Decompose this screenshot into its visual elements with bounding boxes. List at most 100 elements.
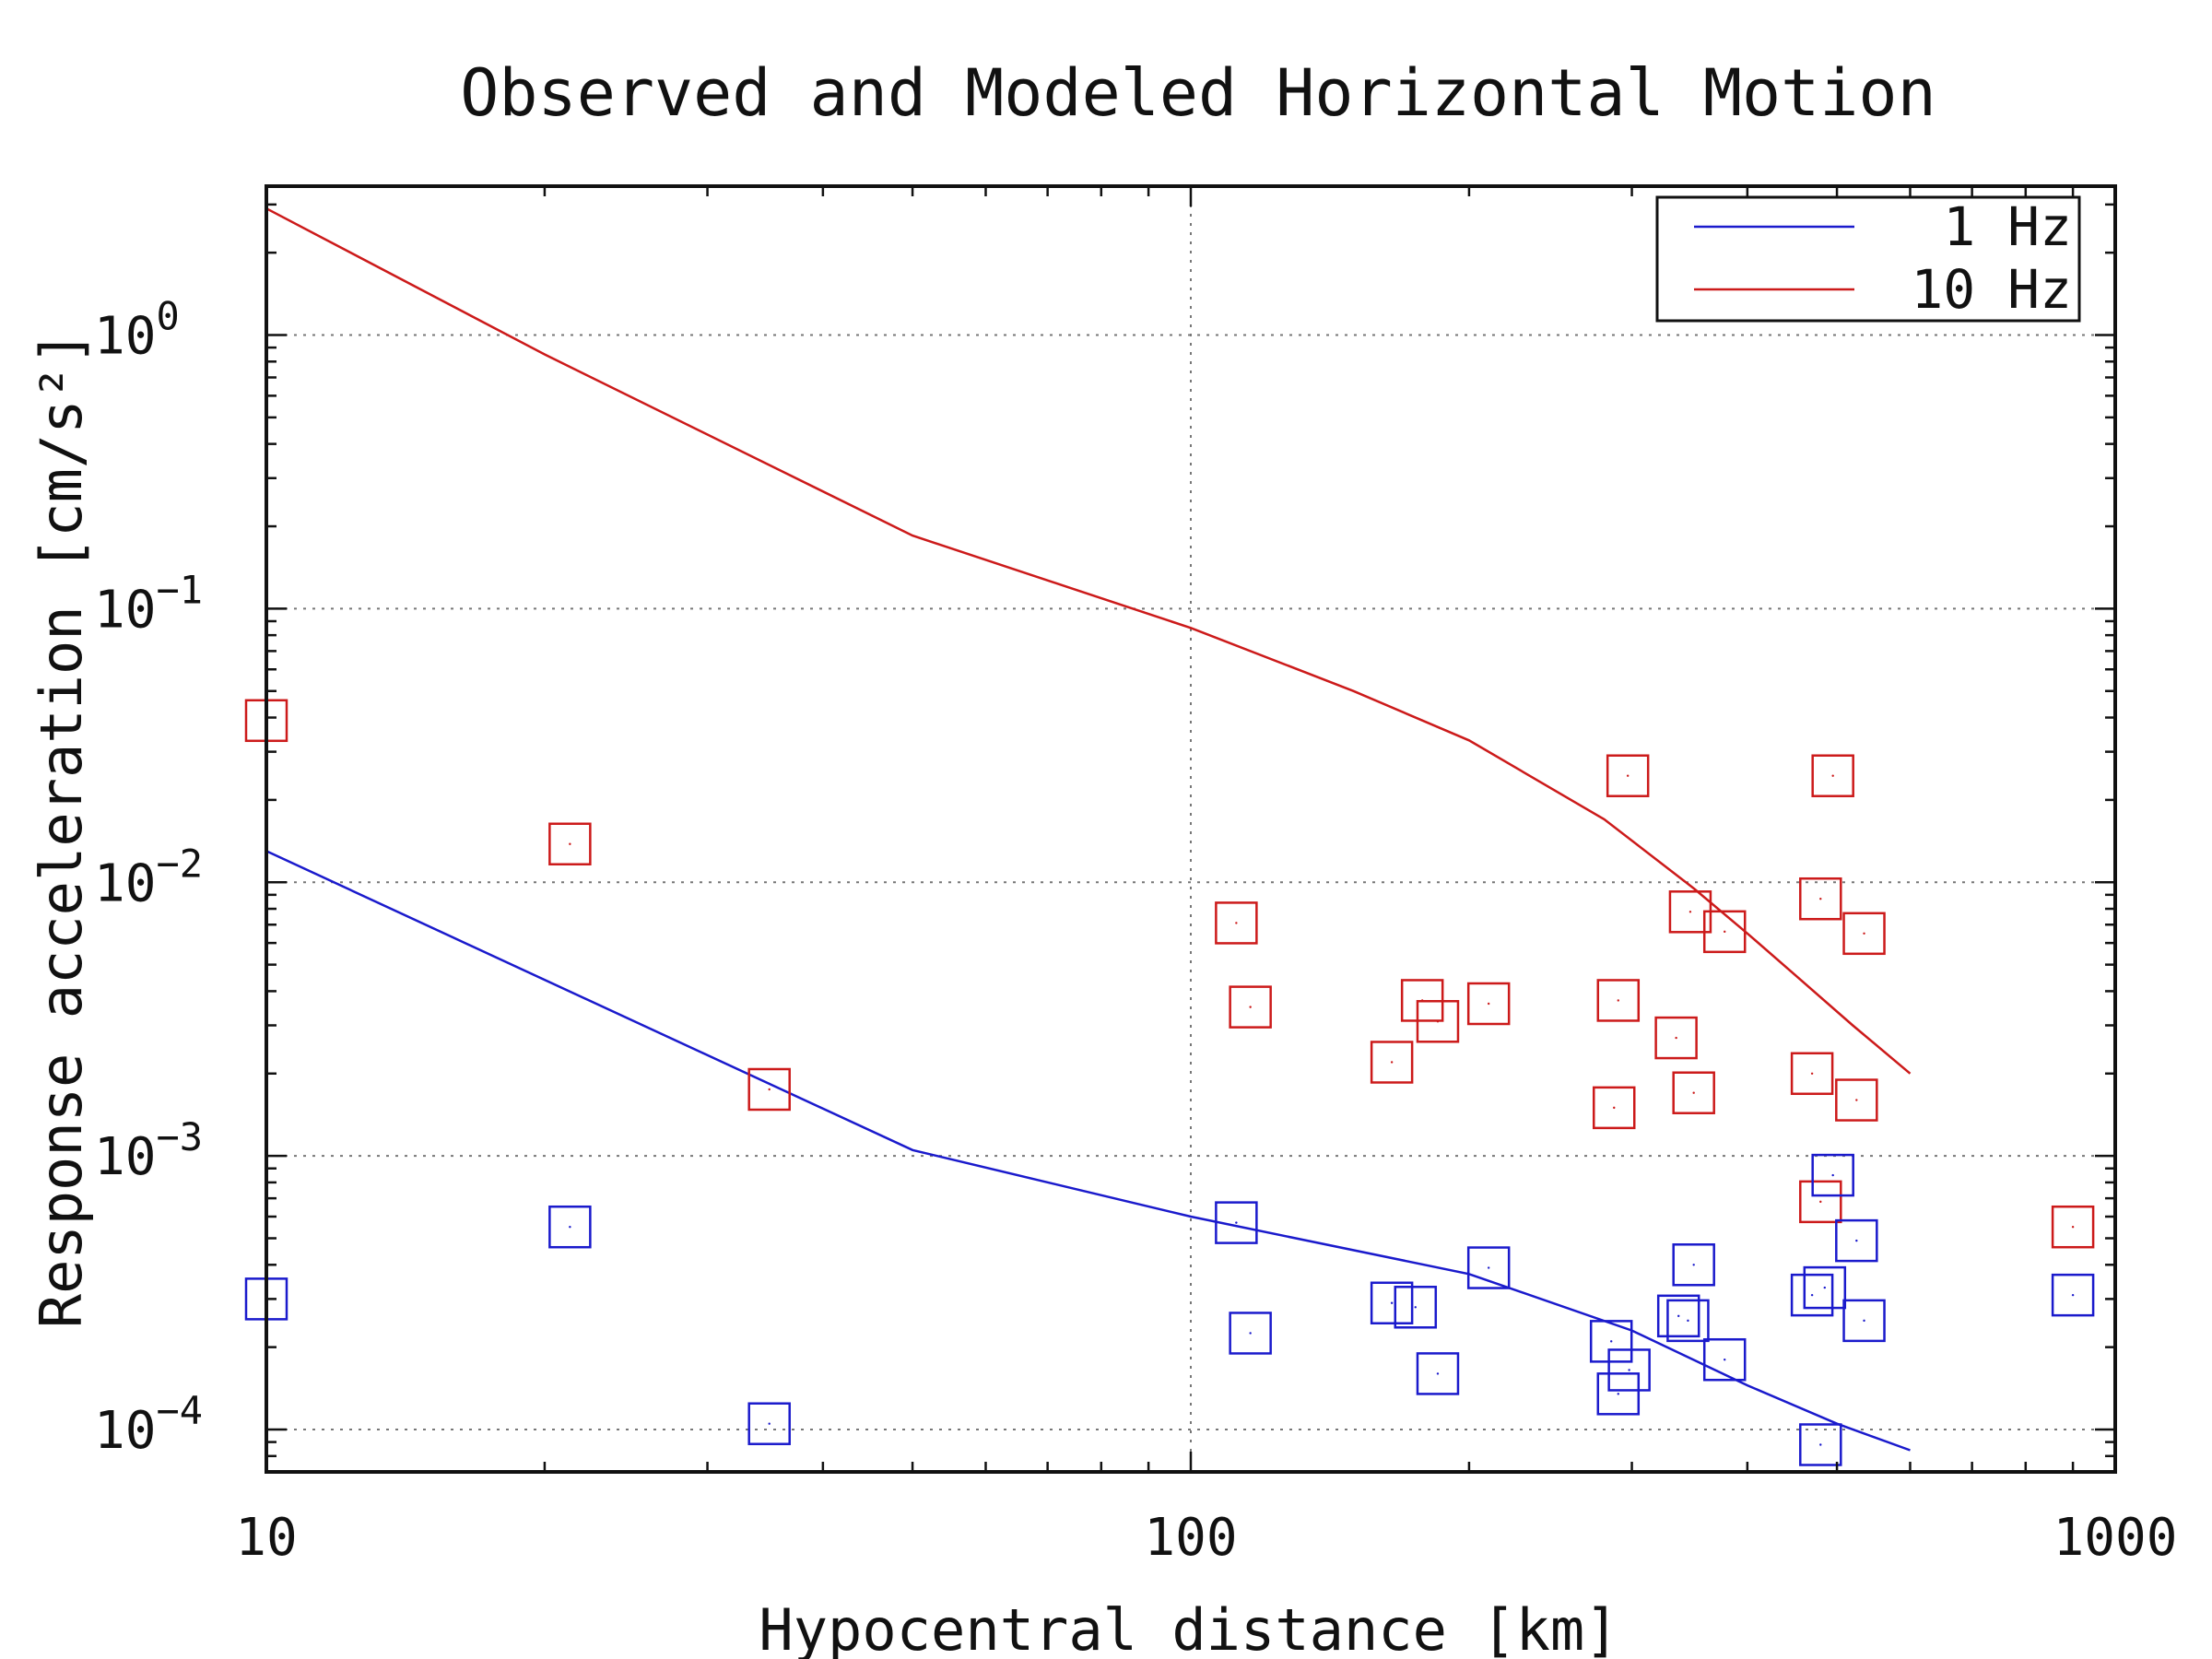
data-point-center bbox=[1610, 1340, 1613, 1343]
data-point-center bbox=[1724, 930, 1726, 934]
data-point-marker bbox=[1835, 1078, 1878, 1122]
data-point-marker bbox=[548, 822, 592, 865]
x-tick-label: 10 bbox=[235, 1508, 297, 1568]
data-point-marker bbox=[1370, 1041, 1414, 1084]
data-point-marker bbox=[747, 1067, 791, 1112]
data-point-marker bbox=[1811, 754, 1854, 797]
data-point-marker bbox=[1466, 982, 1511, 1026]
data-point-marker bbox=[1607, 1348, 1651, 1392]
data-point-center bbox=[1831, 1173, 1834, 1177]
data-point-center bbox=[1692, 1264, 1695, 1266]
data-point-marker bbox=[1835, 1218, 1878, 1263]
data-point-center bbox=[1863, 1319, 1865, 1323]
data-point-center bbox=[1855, 1099, 1858, 1101]
legend-box bbox=[1655, 195, 2081, 323]
data-point-center bbox=[1390, 1061, 1394, 1064]
data-point-marker bbox=[2051, 1205, 2095, 1249]
grid bbox=[266, 186, 2115, 1472]
data-point-marker bbox=[1416, 1000, 1460, 1043]
data-point-center bbox=[569, 842, 571, 845]
data-point-center bbox=[1863, 932, 1865, 935]
data-point-center bbox=[1249, 1332, 1252, 1335]
data-point-marker bbox=[1589, 1320, 1633, 1363]
data-point-center bbox=[1823, 1286, 1826, 1289]
data-point-marker bbox=[1672, 1243, 1715, 1287]
data-point-marker bbox=[1799, 1180, 1842, 1224]
data-point-center bbox=[1414, 1306, 1417, 1309]
data-point-marker bbox=[1811, 1153, 1854, 1197]
data-point-center bbox=[1249, 1006, 1252, 1008]
data-point-marker bbox=[1702, 910, 1747, 954]
data-point-center bbox=[569, 1226, 571, 1229]
data-point-marker bbox=[1229, 985, 1272, 1029]
data-point-marker bbox=[1370, 1281, 1414, 1324]
y-axis-label: Response acceleration [cm/s²] bbox=[28, 331, 95, 1329]
series-line-1 bbox=[265, 207, 1912, 1075]
data-point-marker bbox=[1606, 754, 1650, 797]
data-point-marker bbox=[1394, 1286, 1438, 1329]
data-point-marker bbox=[1672, 1071, 1715, 1114]
y-tick-label: 10−2 bbox=[94, 841, 203, 913]
data-point-marker bbox=[1654, 1016, 1698, 1060]
data-point-center bbox=[1692, 1091, 1695, 1094]
data-point-marker bbox=[1666, 1299, 1710, 1343]
data-point-marker bbox=[1842, 1299, 1886, 1343]
data-point-marker bbox=[548, 1205, 592, 1249]
data-point-marker bbox=[1229, 1312, 1272, 1355]
data-point-center bbox=[1819, 1200, 1822, 1204]
data-point-center bbox=[1436, 1372, 1440, 1375]
data-point-center bbox=[1487, 1266, 1490, 1269]
data-point-center bbox=[768, 1088, 771, 1091]
data-point-center bbox=[1687, 1319, 1689, 1323]
data-point-center bbox=[1810, 1072, 1814, 1075]
data-point-center bbox=[1810, 1293, 1814, 1297]
y-tick-label: 100 bbox=[94, 294, 180, 367]
data-point-marker bbox=[1656, 1294, 1700, 1338]
series-lines bbox=[265, 207, 1912, 1452]
data-point-marker bbox=[1799, 877, 1842, 921]
data-point-marker bbox=[1215, 901, 1258, 945]
data-point-center bbox=[2071, 1226, 2075, 1229]
markers bbox=[244, 699, 2095, 1466]
data-point-center bbox=[1819, 898, 1822, 900]
data-point-marker bbox=[1466, 1246, 1511, 1289]
data-point-center bbox=[1628, 1369, 1630, 1371]
y-tick-label: 10−3 bbox=[94, 1114, 203, 1187]
data-point-center bbox=[1390, 1301, 1394, 1304]
legend-label-10hz: 10 Hz bbox=[1911, 258, 2072, 321]
x-tick-label: 100 bbox=[1144, 1508, 1237, 1568]
data-point-marker bbox=[1593, 1086, 1636, 1130]
data-point-center bbox=[1235, 1221, 1238, 1224]
data-point-center bbox=[1724, 1359, 1726, 1361]
data-point-center bbox=[1487, 1002, 1490, 1006]
x-tick-labels: 10 100 1000 bbox=[235, 1508, 2177, 1568]
data-point-center bbox=[1626, 774, 1630, 777]
x-tick-label: 1000 bbox=[2053, 1508, 2178, 1568]
data-point-center bbox=[1613, 1106, 1616, 1110]
data-point-center bbox=[1688, 911, 1692, 913]
data-point-marker bbox=[1215, 1201, 1258, 1244]
data-point-marker bbox=[747, 1402, 791, 1445]
data-point-center bbox=[2071, 1293, 2075, 1297]
data-point-marker bbox=[1842, 912, 1886, 956]
data-point-center bbox=[1436, 1020, 1440, 1023]
data-point-marker bbox=[1803, 1265, 1847, 1310]
data-point-center bbox=[1235, 922, 1238, 924]
data-point-marker bbox=[1702, 1337, 1747, 1382]
chart-title: Observed and Modeled Horizontal Motion bbox=[460, 55, 1936, 131]
data-point-center bbox=[768, 1422, 771, 1425]
data-point-marker bbox=[2051, 1273, 2095, 1317]
series-line-0 bbox=[265, 850, 1911, 1452]
x-axis-label: Hypocentral distance [km] bbox=[759, 1596, 1618, 1659]
y-tick-labels: 10−4 10−3 10−2 10−1 100 bbox=[94, 294, 203, 1461]
y-tick-label: 10−1 bbox=[94, 567, 203, 640]
data-point-center bbox=[1819, 1443, 1822, 1446]
data-point-marker bbox=[1596, 1372, 1641, 1416]
data-point-center bbox=[1617, 999, 1619, 1002]
data-point-center bbox=[1855, 1239, 1858, 1242]
data-point-marker bbox=[1416, 1352, 1460, 1395]
data-point-marker bbox=[1596, 979, 1641, 1022]
data-point-center bbox=[1617, 1393, 1619, 1395]
y-tick-label: 10−4 bbox=[94, 1388, 203, 1461]
